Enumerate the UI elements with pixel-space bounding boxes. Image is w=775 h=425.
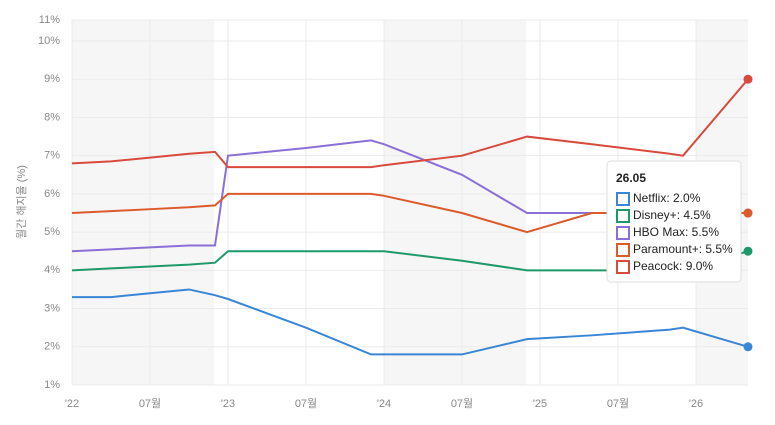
y-tick-label: 4%	[44, 264, 60, 276]
y-tick-label: 1%	[44, 379, 60, 391]
year-band	[72, 20, 214, 385]
series-line	[71, 78, 749, 169]
x-tick-label: 07월	[451, 397, 473, 410]
y-tick-label: 2%	[44, 341, 60, 353]
y-tick-label: 10%	[38, 35, 60, 47]
legend-swatch	[616, 192, 630, 206]
legend-label: Netflix: 2.0%	[633, 191, 701, 205]
legend-label: HBO Max: 5.5%	[633, 225, 719, 239]
end-dot	[743, 246, 753, 256]
end-dot	[743, 208, 753, 218]
x-tick-label: '24	[377, 398, 391, 410]
legend-swatch	[616, 226, 630, 240]
legend-label: Paramount+: 5.5%	[633, 242, 733, 256]
x-tick-label: 07월	[295, 397, 317, 410]
x-tick-label: 07월	[139, 397, 161, 410]
x-tick-label: '25	[533, 398, 547, 410]
x-tick-label: '23	[221, 398, 235, 410]
legend-swatch	[616, 209, 630, 223]
x-tick-label: '22	[65, 398, 79, 410]
y-tick-label: 6%	[44, 188, 60, 200]
legend-label: Disney+: 4.5%	[633, 208, 711, 222]
tooltip: 26.05 Netflix: 2.0% Disney+: 4.5% HBO Max: …	[606, 160, 742, 283]
x-tick-label: '26	[689, 398, 703, 410]
tooltip-title: 26.05	[616, 171, 646, 185]
y-axis-label: 월간 해지율 (%)	[14, 165, 28, 239]
series-line	[72, 288, 749, 356]
y-tick-label: 5%	[44, 226, 60, 238]
y-tick-label: 3%	[44, 302, 60, 314]
legend-swatch	[616, 260, 630, 274]
y-tick-label: 11%	[39, 14, 60, 26]
y-tick-label: 9%	[44, 73, 60, 85]
tooltip-box	[606, 160, 742, 283]
year-band	[384, 20, 526, 385]
y-tick-label: 7%	[44, 150, 60, 162]
end-dot	[743, 74, 753, 84]
y-tick-label: 8%	[44, 111, 60, 123]
legend-label: Peacock: 9.0%	[633, 259, 713, 273]
end-dot	[743, 342, 753, 352]
x-tick-label: 07월	[607, 397, 629, 410]
legend-swatch	[616, 243, 630, 257]
